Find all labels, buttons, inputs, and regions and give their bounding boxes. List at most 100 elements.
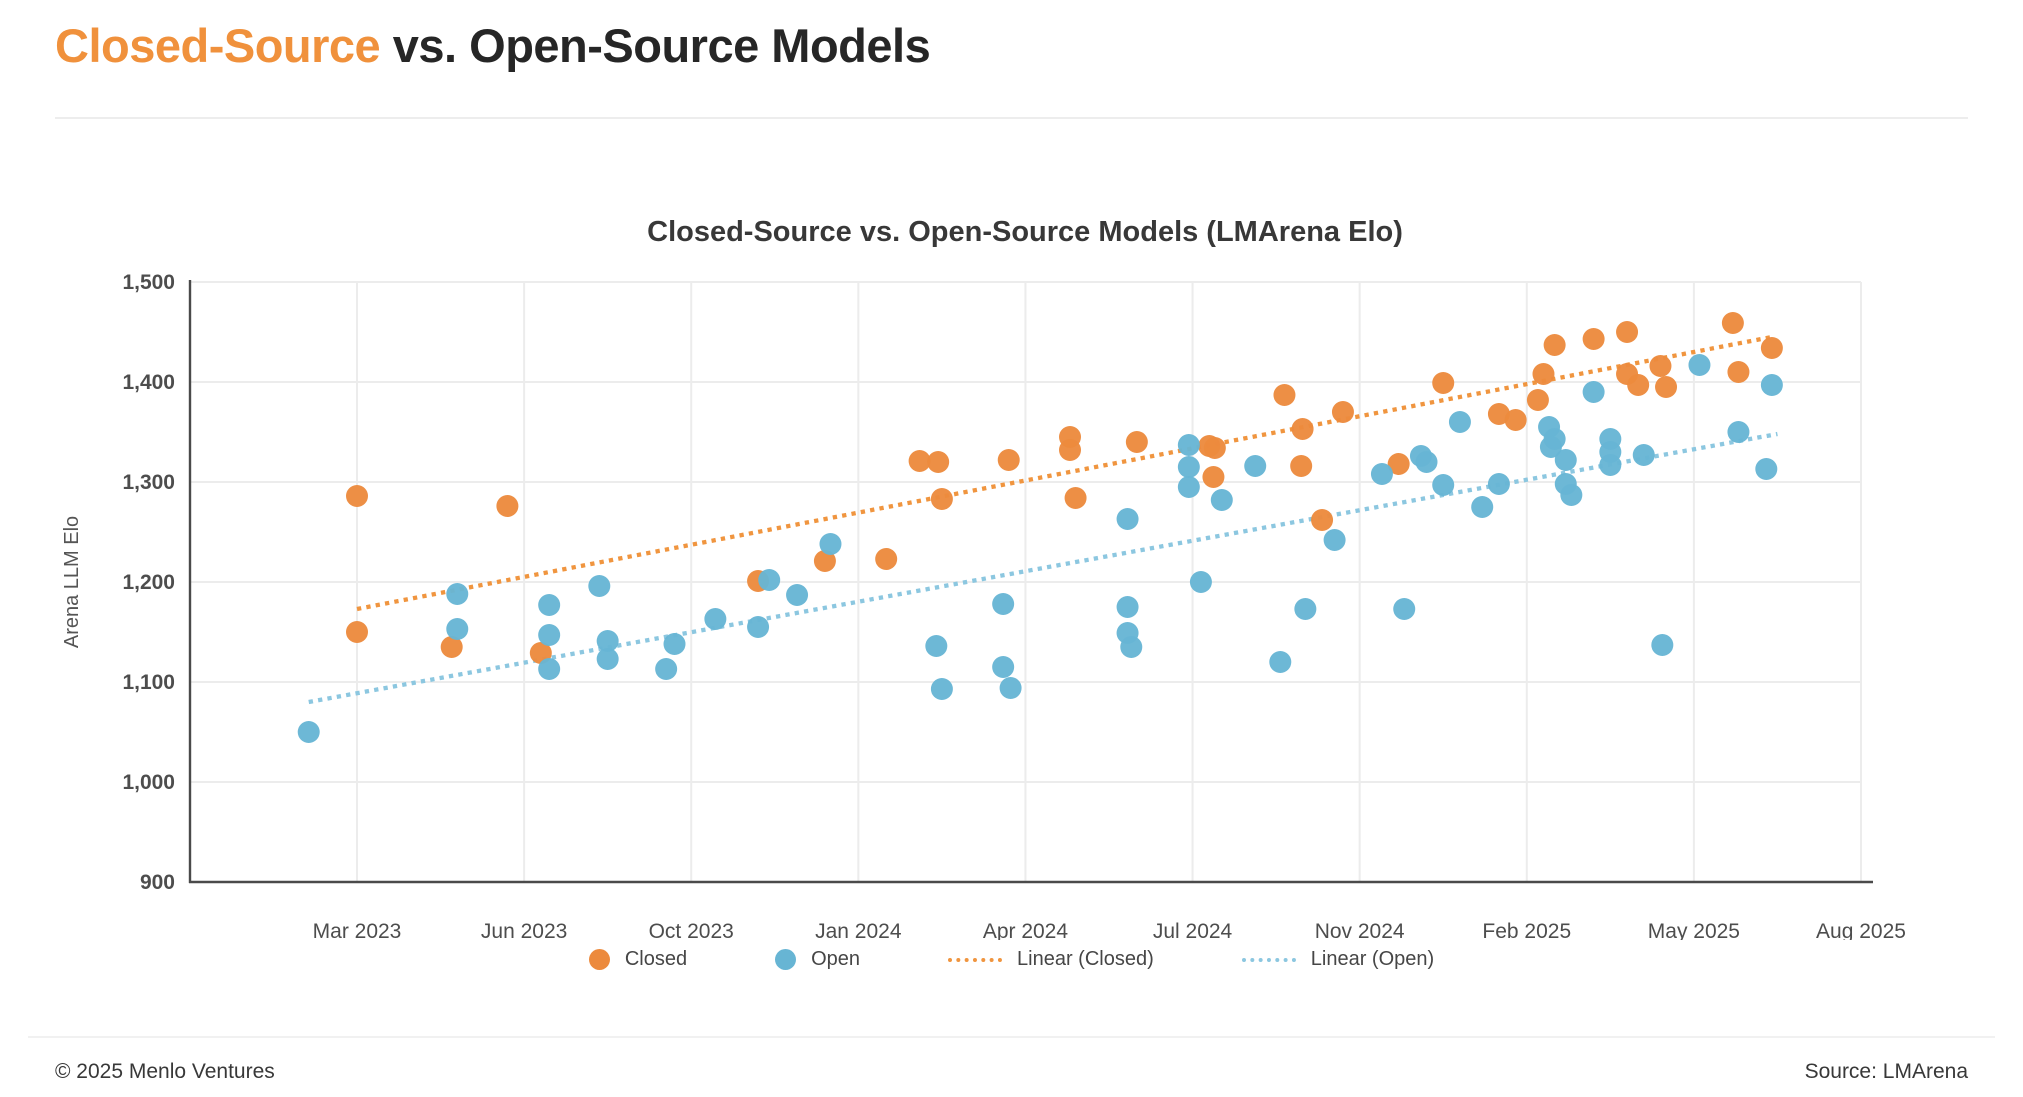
- open-data-point[interactable]: [1294, 598, 1317, 620]
- open-data-point[interactable]: [786, 584, 809, 606]
- open-data-point[interactable]: [446, 583, 469, 605]
- open-data-point[interactable]: [1415, 451, 1438, 473]
- closed-data-point[interactable]: [1526, 389, 1549, 411]
- open-data-point[interactable]: [538, 624, 561, 646]
- open-data-point[interactable]: [1116, 596, 1139, 618]
- closed-data-point[interactable]: [1311, 509, 1334, 531]
- x-tick-label: May 2025: [1648, 920, 1740, 940]
- closed-data-point[interactable]: [1727, 361, 1750, 383]
- open-data-point[interactable]: [1760, 374, 1783, 396]
- legend-label: Linear (Open): [1310, 948, 1435, 970]
- closed-data-point[interactable]: [346, 621, 368, 643]
- closed-data-point[interactable]: [1627, 374, 1650, 396]
- open-data-point[interactable]: [596, 630, 619, 652]
- open-data-point[interactable]: [992, 656, 1015, 678]
- open-data-point[interactable]: [1177, 476, 1200, 498]
- legend-item-open[interactable]: Open: [775, 948, 860, 971]
- open-data-point[interactable]: [1116, 508, 1139, 530]
- open-data-point[interactable]: [925, 635, 948, 657]
- open-data-point[interactable]: [1632, 444, 1655, 466]
- open-data-point[interactable]: [1370, 463, 1393, 485]
- open-data-point[interactable]: [1727, 421, 1750, 443]
- open-data-point[interactable]: [1539, 436, 1562, 458]
- closed-data-point[interactable]: [1532, 363, 1555, 385]
- open-data-point[interactable]: [1177, 456, 1200, 478]
- closed-data-point[interactable]: [1290, 455, 1313, 477]
- open-data-point[interactable]: [1554, 449, 1577, 471]
- closed-data-point[interactable]: [1331, 401, 1354, 423]
- open-data-point[interactable]: [1471, 496, 1494, 518]
- header-divider: [55, 117, 1968, 119]
- open-data-point[interactable]: [1244, 455, 1267, 477]
- closed-data-point[interactable]: [1487, 403, 1510, 425]
- open-data-point[interactable]: [747, 616, 770, 638]
- closed-data-point[interactable]: [1582, 328, 1605, 350]
- closed-data-point[interactable]: [1273, 384, 1296, 406]
- open-data-point[interactable]: [1582, 381, 1605, 403]
- open-data-point[interactable]: [999, 677, 1022, 699]
- closed-data-point[interactable]: [1543, 334, 1566, 356]
- open-data-point[interactable]: [1393, 598, 1416, 620]
- open-data-point[interactable]: [992, 593, 1015, 615]
- closed-data-point[interactable]: [927, 451, 950, 473]
- y-tick-label: 1,300: [122, 471, 175, 494]
- open-data-point[interactable]: [1432, 474, 1455, 496]
- closed-data-point[interactable]: [1202, 466, 1225, 488]
- open-data-point[interactable]: [819, 533, 842, 555]
- closed-data-point[interactable]: [875, 548, 898, 570]
- closed-data-point[interactable]: [930, 488, 953, 510]
- closed-data-point[interactable]: [1125, 431, 1148, 453]
- open-data-point[interactable]: [596, 648, 619, 670]
- closed-data-point[interactable]: [1064, 487, 1087, 509]
- legend-item-linear-open[interactable]: Linear (Open): [1241, 948, 1435, 971]
- open-data-point[interactable]: [1560, 484, 1583, 506]
- closed-data-point[interactable]: [908, 450, 931, 472]
- open-dot-swatch-icon: [775, 949, 797, 970]
- open-data-point[interactable]: [538, 658, 561, 680]
- closed-data-point[interactable]: [1059, 439, 1082, 461]
- closed-data-point[interactable]: [1203, 437, 1226, 459]
- closed-data-point[interactable]: [346, 485, 368, 507]
- closed-data-point[interactable]: [1291, 418, 1314, 440]
- open-data-point[interactable]: [1688, 354, 1711, 376]
- closed-data-point[interactable]: [1649, 355, 1672, 377]
- closed-data-point[interactable]: [496, 495, 519, 517]
- open-data-point[interactable]: [1120, 636, 1143, 658]
- closed-data-point[interactable]: [997, 449, 1020, 471]
- gridlines: [190, 281, 1862, 882]
- closed-data-point[interactable]: [1616, 321, 1639, 343]
- open-data-point[interactable]: [297, 721, 320, 743]
- legend-item-linear-closed[interactable]: Linear (Closed): [948, 948, 1154, 971]
- open-data-point[interactable]: [538, 594, 561, 616]
- closed-data-point[interactable]: [813, 550, 836, 572]
- open-data-point[interactable]: [1651, 634, 1674, 656]
- legend-item-closed[interactable]: Closed: [588, 948, 687, 971]
- open-data-point[interactable]: [1323, 529, 1346, 551]
- open-data-point[interactable]: [1189, 571, 1212, 593]
- open-data-point[interactable]: [663, 633, 686, 655]
- closed-data-point[interactable]: [1760, 337, 1783, 359]
- closed-data-point[interactable]: [440, 636, 463, 658]
- open-data-point[interactable]: [446, 618, 469, 640]
- open-data-point[interactable]: [758, 569, 781, 591]
- x-tick-label: Aug 2025: [1816, 920, 1906, 940]
- open-data-point[interactable]: [1269, 651, 1292, 673]
- closed-data-point[interactable]: [1721, 312, 1744, 334]
- closed-data-point[interactable]: [1387, 453, 1410, 475]
- trendline-linear-closed-: [356, 334, 1773, 612]
- open-data-point[interactable]: [588, 575, 611, 597]
- open-data-point[interactable]: [655, 658, 678, 680]
- open-data-point[interactable]: [1487, 473, 1510, 495]
- axes: [188, 280, 1873, 884]
- open-data-point[interactable]: [704, 608, 727, 630]
- open-data-point[interactable]: [1448, 411, 1471, 433]
- open-data-point[interactable]: [1599, 454, 1622, 476]
- open-data-point[interactable]: [1755, 458, 1778, 480]
- closed-data-point[interactable]: [1432, 372, 1455, 394]
- open-data-point[interactable]: [1177, 434, 1200, 456]
- closed-data-point[interactable]: [1655, 376, 1678, 398]
- open-data-point[interactable]: [1210, 489, 1233, 511]
- chart-canvas: 900 1,000 1,100 1,200 1,300 1,400 1,500 Mar 20…: [61, 216, 1906, 943]
- open-data-point[interactable]: [930, 678, 953, 700]
- closed-data-point[interactable]: [1504, 409, 1527, 431]
